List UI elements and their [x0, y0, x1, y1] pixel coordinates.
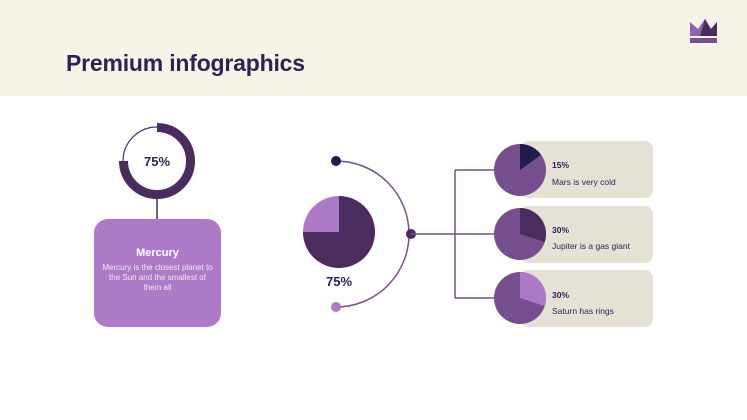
arc-dot-top — [331, 156, 341, 166]
small-pie-slice — [520, 208, 546, 243]
item-label: Mars is very cold — [552, 177, 616, 187]
item-label: Saturn has rings — [552, 306, 614, 316]
main-pie-label: 75% — [326, 274, 353, 289]
small-pie-slice — [520, 144, 542, 170]
small-pie-slice — [520, 272, 546, 307]
donut-progress — [119, 123, 195, 199]
mercury-text: Mercury is the closest planet to the Sun… — [102, 263, 213, 292]
tree-connectors — [411, 169, 495, 299]
item-label: Jupiter is a gas giant — [552, 241, 630, 251]
mercury-title: Mercury — [136, 247, 179, 259]
item-pct: 15% — [552, 160, 570, 170]
main-pie-slice — [303, 196, 375, 268]
header — [0, 0, 747, 96]
page-title: Premium infographics — [66, 50, 305, 76]
crown-icon — [690, 19, 717, 43]
arc-dot-bottom — [331, 302, 341, 312]
donut-label: 75% — [144, 154, 171, 169]
mercury-card: Mercury Mercury is the closest planet to… — [94, 219, 221, 327]
item-pct: 30% — [552, 290, 570, 300]
item-pct: 30% — [552, 225, 570, 235]
